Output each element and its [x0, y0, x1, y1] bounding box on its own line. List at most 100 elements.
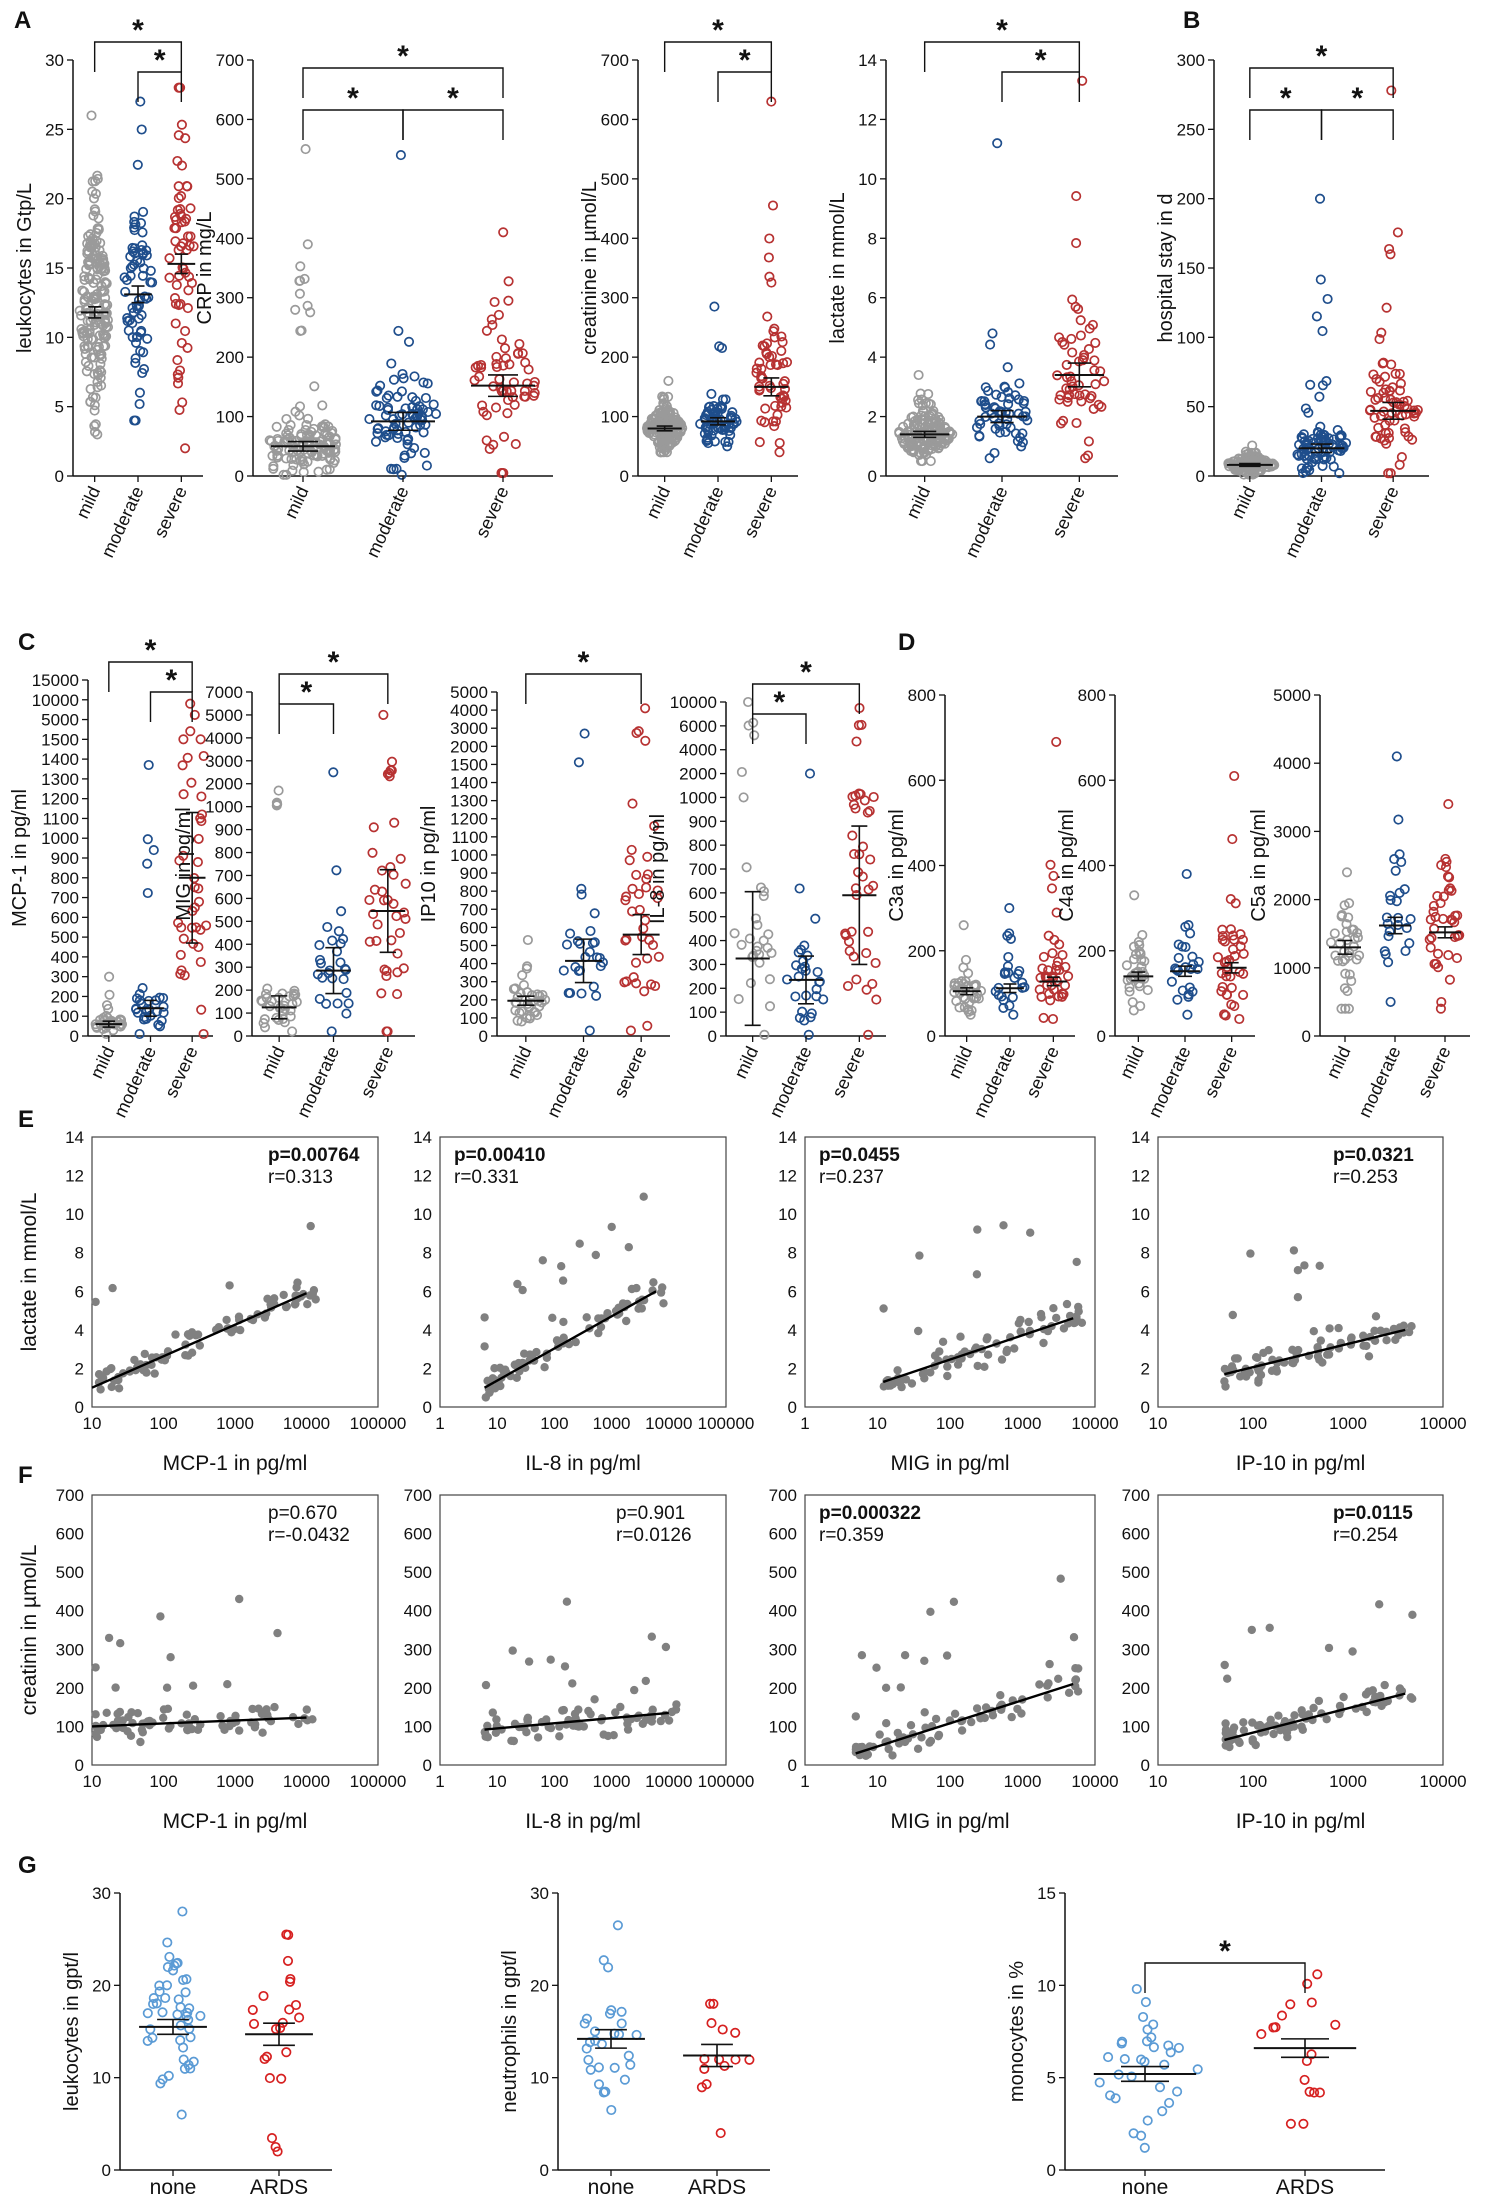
r-value: r=-0.0432 — [268, 1525, 350, 1546]
y-tick-label: 1000 — [205, 798, 243, 817]
data-point — [96, 353, 107, 364]
data-point — [776, 331, 787, 342]
data-point — [1035, 1680, 1044, 1689]
data-point — [791, 960, 802, 971]
y-tick-label: 100 — [1177, 328, 1205, 347]
data-point — [538, 1256, 547, 1265]
x-tick-label: 1000 — [593, 1414, 631, 1433]
y-tick-label: 0 — [788, 1756, 797, 1775]
data-point — [488, 1708, 497, 1717]
x-tick-label: 10 — [83, 1772, 102, 1791]
x-tick-label: 10000 — [645, 1414, 692, 1433]
data-point — [90, 188, 101, 199]
x-tick-label: 100 — [936, 1414, 964, 1433]
plot-frame — [804, 1136, 1096, 1408]
data-point — [142, 834, 153, 845]
data-point — [174, 404, 185, 415]
y-tick-label: 150 — [1177, 259, 1205, 278]
data-point — [1381, 438, 1392, 449]
y-tick-label: 400 — [1078, 857, 1106, 876]
data-point — [176, 191, 187, 202]
data-point — [993, 418, 1004, 429]
data-point — [1336, 911, 1347, 922]
data-point — [1045, 859, 1056, 870]
data-point — [1392, 227, 1403, 238]
data-point — [409, 371, 420, 382]
data-point — [526, 990, 538, 1001]
data-point — [1171, 964, 1182, 975]
data-point — [637, 1304, 646, 1313]
category-label: severe — [828, 1043, 869, 1100]
data-point — [272, 433, 283, 445]
data-point — [1002, 961, 1014, 972]
y-tick-label: 2000 — [1273, 891, 1311, 910]
significance-bracket — [137, 71, 183, 102]
data-point — [1311, 311, 1322, 322]
data-point — [522, 1728, 531, 1737]
data-point — [132, 159, 143, 170]
data-point — [322, 921, 333, 933]
data-point — [631, 2029, 642, 2040]
data-point — [754, 357, 765, 368]
data-point — [130, 353, 141, 364]
data-point — [1026, 1228, 1035, 1237]
p-value: p=0.901 — [616, 1503, 685, 1524]
data-point — [1045, 995, 1056, 1006]
data-point — [1172, 2086, 1183, 2097]
data-point — [481, 1680, 491, 1690]
category-label: moderate — [1144, 1043, 1194, 1120]
data-point — [114, 1020, 125, 1032]
data-point — [235, 1594, 244, 1604]
y-tick-label: 400 — [460, 955, 488, 974]
y-tick-label: 50 — [1186, 398, 1205, 417]
data-point — [772, 409, 783, 420]
data-point — [178, 238, 189, 249]
data-point — [1076, 396, 1087, 407]
data-point — [1229, 1001, 1240, 1012]
significance-bracket — [1144, 1962, 1306, 1993]
significance-bracket — [717, 71, 773, 102]
data-point — [392, 989, 403, 1000]
y-tick-label: 400 — [769, 1602, 797, 1621]
data-point — [290, 989, 301, 1000]
data-point — [77, 328, 88, 339]
data-point — [623, 2050, 634, 2061]
y-tick-label: 500 — [404, 1563, 432, 1582]
y-axis-label: C5a in pg/ml — [1248, 809, 1270, 921]
data-point — [90, 274, 102, 285]
data-point — [622, 1316, 631, 1326]
data-point — [1399, 884, 1410, 895]
panel-letter-C: C — [18, 629, 35, 656]
data-point — [1302, 1978, 1313, 1989]
data-point — [1045, 1659, 1054, 1669]
data-point — [1183, 991, 1194, 1002]
data-point — [104, 1633, 114, 1643]
y-tick-label: 1400 — [41, 750, 79, 769]
data-point — [616, 2018, 627, 2029]
data-point — [1330, 950, 1341, 961]
data-point — [960, 954, 972, 965]
data-point — [399, 450, 410, 461]
data-point — [1400, 945, 1411, 957]
data-point — [764, 233, 775, 244]
data-point — [593, 2062, 604, 2073]
data-point — [540, 1363, 549, 1372]
data-point — [1371, 1312, 1381, 1321]
data-point — [611, 1708, 620, 1717]
data-point — [1052, 1313, 1061, 1323]
data-point — [248, 1704, 257, 1714]
data-point — [264, 1001, 275, 1012]
y-tick-label: 15000 — [32, 671, 79, 690]
data-point — [548, 1313, 557, 1323]
y-tick-label: 3000 — [205, 752, 243, 771]
data-point — [620, 895, 631, 906]
regression-line — [91, 1716, 307, 1728]
y-tick-label: 0 — [75, 1398, 84, 1417]
data-point — [720, 436, 731, 447]
y-tick-label: 1300 — [450, 792, 488, 811]
data-point — [715, 401, 726, 412]
y-tick-label: 4 — [75, 1321, 84, 1340]
data-point — [293, 1278, 302, 1287]
